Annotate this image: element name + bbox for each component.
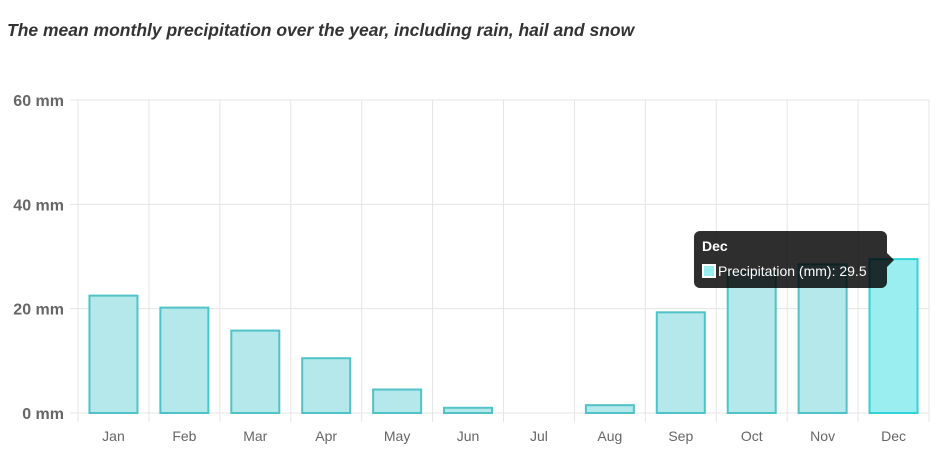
bar-nov[interactable] — [797, 263, 848, 415]
bar-sep[interactable] — [655, 311, 706, 414]
tooltip-title: Dec — [702, 238, 728, 254]
x-axis-ticks: Jan Feb Mar Apr May Jun Jul Aug Sep Oct Nov Dec — [102, 428, 906, 444]
bar-apr[interactable] — [301, 357, 352, 415]
bar-jan[interactable] — [88, 294, 139, 414]
grid-lines — [70, 99, 930, 422]
x-tick-label-jul: Jul — [530, 428, 548, 444]
x-tick-label-oct: Oct — [741, 428, 763, 444]
y-tick-label: 40 mm — [13, 197, 64, 214]
x-tick-label-dec: Dec — [881, 428, 906, 444]
bar-oct[interactable] — [726, 271, 777, 414]
y-tick-label: 60 mm — [13, 93, 64, 110]
y-tick-label: 0 mm — [22, 406, 64, 423]
x-tick-label-nov: Nov — [810, 428, 835, 444]
x-tick-label-may: May — [384, 428, 410, 444]
tooltip-row: Precipitation (mm): 29.5 — [702, 263, 879, 279]
bar-jun[interactable] — [443, 406, 494, 414]
x-tick-label-aug: Aug — [597, 428, 622, 444]
chart-title: The mean monthly precipitation over the … — [7, 20, 635, 40]
bar-aug[interactable] — [584, 404, 635, 414]
bar-feb[interactable] — [159, 306, 210, 414]
y-axis-ticks: 0 mm 20 mm 40 mm 60 mm — [13, 93, 64, 423]
bar-may[interactable] — [372, 388, 423, 414]
x-tick-label-jan: Jan — [102, 428, 125, 444]
tooltip-color-swatch — [702, 264, 716, 278]
bars — [88, 258, 919, 415]
x-tick-label-jun: Jun — [457, 428, 480, 444]
x-tick-label-sep: Sep — [668, 428, 693, 444]
y-tick-label: 20 mm — [13, 302, 64, 319]
x-tick-label-mar: Mar — [243, 428, 267, 444]
bar-mar[interactable] — [230, 329, 281, 414]
x-tick-label-apr: Apr — [315, 428, 337, 444]
x-tick-label-feb: Feb — [172, 428, 196, 444]
tooltip-label: Precipitation (mm): 29.5 — [718, 263, 867, 279]
chart-tooltip: Dec Precipitation (mm): 29.5 — [694, 231, 894, 288]
